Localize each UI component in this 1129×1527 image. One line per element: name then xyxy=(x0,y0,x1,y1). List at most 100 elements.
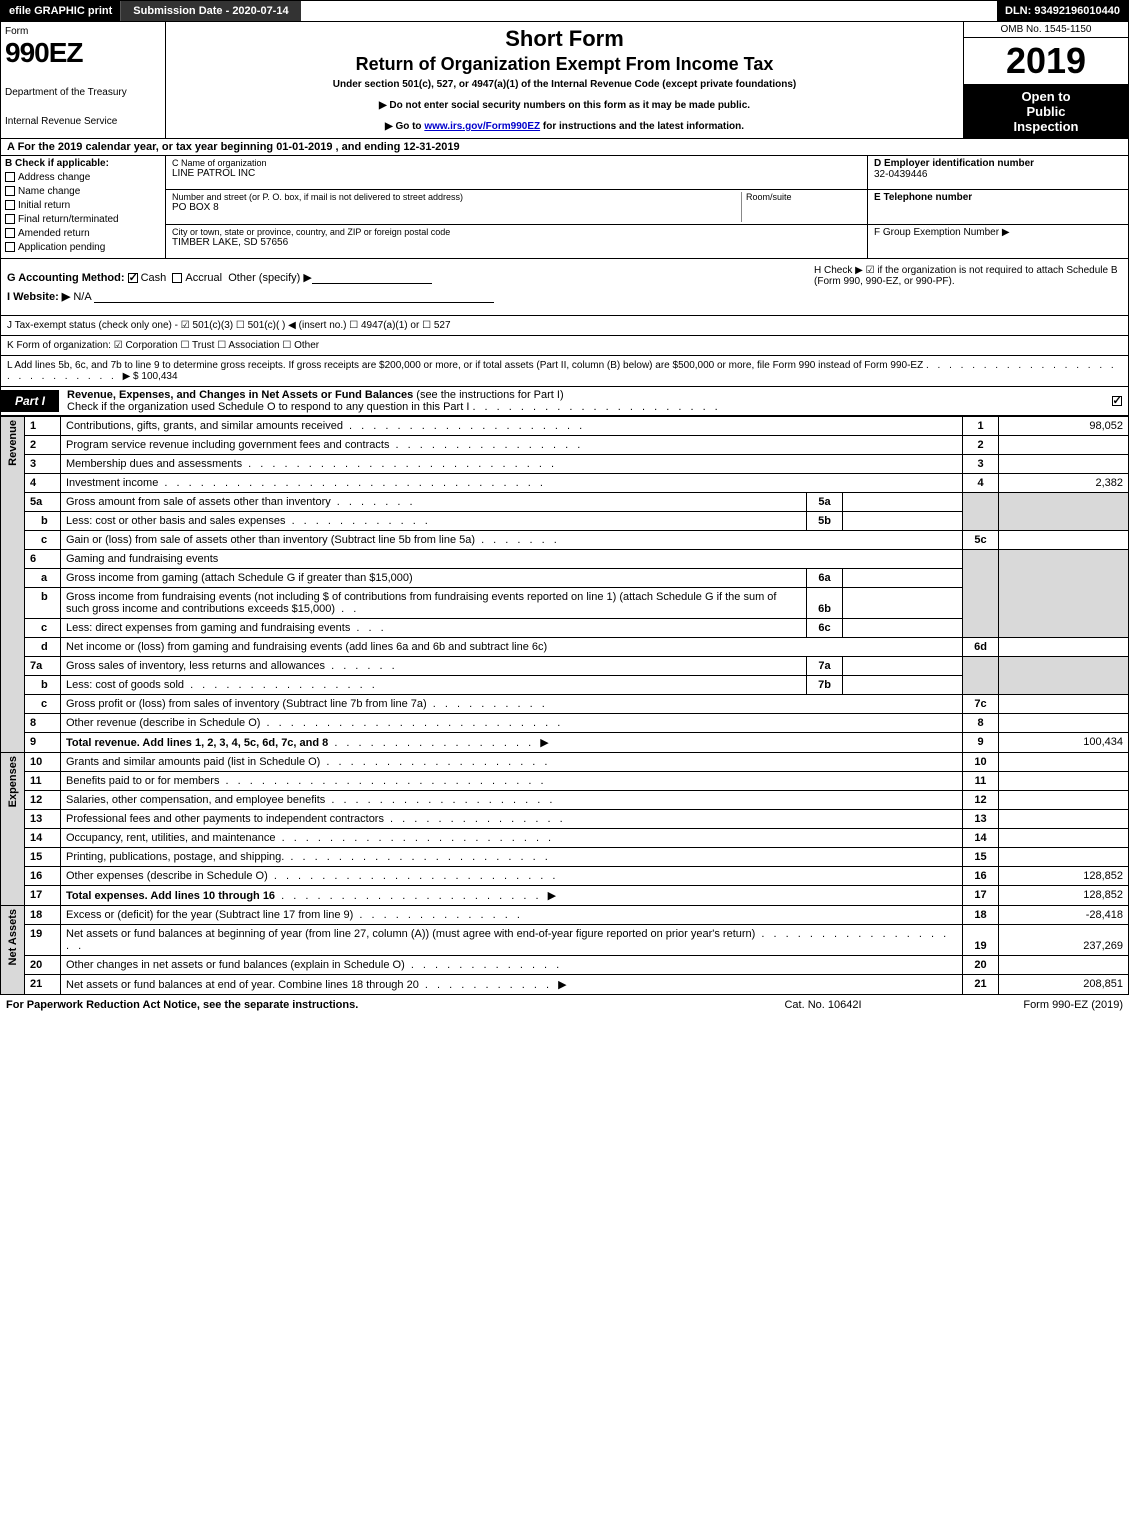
rn-20: 20 xyxy=(963,956,999,975)
mn-6a: 6a xyxy=(807,569,843,588)
ln-20: 20 xyxy=(25,956,61,975)
ln-14: 14 xyxy=(25,829,61,848)
desc-19: Net assets or fund balances at beginning… xyxy=(66,928,755,940)
desc-20: Other changes in net assets or fund bala… xyxy=(66,959,405,971)
rv-4: 2,382 xyxy=(999,474,1129,493)
room-suite-label: Room/suite xyxy=(741,192,861,221)
addr-label: Number and street (or P. O. box, if mail… xyxy=(172,192,741,202)
cb-schedule-o[interactable] xyxy=(1112,396,1122,406)
rn-2: 2 xyxy=(963,436,999,455)
page-footer: For Paperwork Reduction Act Notice, see … xyxy=(0,995,1129,1015)
rv-7c xyxy=(999,695,1129,714)
part1-header: Part I Revenue, Expenses, and Changes in… xyxy=(0,387,1129,416)
cb-application-pending[interactable] xyxy=(5,242,15,252)
rn-1: 1 xyxy=(963,417,999,436)
city-label: City or town, state or province, country… xyxy=(172,227,861,237)
desc-7c: Gross profit or (loss) from sales of inv… xyxy=(66,698,427,710)
tax-year-range: A For the 2019 calendar year, or tax yea… xyxy=(0,139,1129,156)
desc-4: Investment income xyxy=(66,477,158,489)
opt-cash: Cash xyxy=(141,272,167,284)
desc-21: Net assets or fund balances at end of ye… xyxy=(66,979,419,991)
shade-6abc-val xyxy=(999,550,1129,638)
irs-label: Internal Revenue Service xyxy=(5,116,161,127)
desc-3: Membership dues and assessments xyxy=(66,458,242,470)
desc-7a: Gross sales of inventory, less returns a… xyxy=(66,660,325,672)
cb-address-change[interactable] xyxy=(5,172,15,182)
ln-7c: c xyxy=(25,695,61,714)
rn-9: 9 xyxy=(963,733,999,753)
rv-14 xyxy=(999,829,1129,848)
ssn-warning: ▶ Do not enter social security numbers o… xyxy=(174,100,955,111)
inspect-line1: Open to xyxy=(966,89,1126,104)
arrow-21: ▶ xyxy=(558,979,566,991)
ln-6: 6 xyxy=(25,550,61,569)
rn-12: 12 xyxy=(963,791,999,810)
mn-5b: 5b xyxy=(807,512,843,531)
title-return: Return of Organization Exempt From Incom… xyxy=(174,54,955,75)
cb-final-return[interactable] xyxy=(5,214,15,224)
mv-6c xyxy=(843,619,963,638)
rv-11 xyxy=(999,772,1129,791)
desc-18: Excess or (deficit) for the year (Subtra… xyxy=(66,909,353,921)
opt-final-return: Final return/terminated xyxy=(18,214,119,225)
row-l-amount: ▶ $ 100,434 xyxy=(123,371,178,382)
part1-check-line: Check if the organization used Schedule … xyxy=(67,401,469,413)
rv-8 xyxy=(999,714,1129,733)
other-specify-input[interactable] xyxy=(312,272,432,284)
dept-treasury: Department of the Treasury xyxy=(5,87,161,98)
efile-print-label[interactable]: efile GRAPHIC print xyxy=(1,1,120,21)
opt-other: Other (specify) ▶ xyxy=(228,272,312,284)
cb-cash[interactable] xyxy=(128,273,138,283)
desc-1: Contributions, gifts, grants, and simila… xyxy=(66,420,343,432)
form-title-block: Short Form Return of Organization Exempt… xyxy=(166,22,963,138)
desc-17: Total expenses. Add lines 10 through 16 xyxy=(66,890,275,902)
ln-6c: c xyxy=(25,619,61,638)
dln-label: DLN: 93492196010440 xyxy=(997,1,1128,21)
ein-label: D Employer identification number xyxy=(874,158,1122,169)
desc-6a: Gross income from gaming (attach Schedul… xyxy=(66,572,413,584)
ln-21: 21 xyxy=(25,975,61,995)
form-ref: Form 990-EZ (2019) xyxy=(923,999,1123,1011)
goto-pre: ▶ Go to xyxy=(385,121,424,132)
rn-17: 17 xyxy=(963,886,999,906)
part1-title-text: Revenue, Expenses, and Changes in Net As… xyxy=(67,389,416,401)
irs-link[interactable]: www.irs.gov/Form990EZ xyxy=(424,121,540,132)
ln-8: 8 xyxy=(25,714,61,733)
g-label: G Accounting Method: xyxy=(7,272,125,284)
desc-9: Total revenue. Add lines 1, 2, 3, 4, 5c,… xyxy=(66,737,328,749)
rv-2 xyxy=(999,436,1129,455)
mn-7b: 7b xyxy=(807,676,843,695)
group-exemption-label: F Group Exemption Number ▶ xyxy=(874,227,1122,238)
ln-7b: b xyxy=(25,676,61,695)
mn-5a: 5a xyxy=(807,493,843,512)
row-j: J Tax-exempt status (check only one) - ☑… xyxy=(0,316,1129,336)
ln-6d: d xyxy=(25,638,61,657)
desc-6c: Less: direct expenses from gaming and fu… xyxy=(66,622,350,634)
row-l-text: L Add lines 5b, 6c, and 7b to line 9 to … xyxy=(7,360,923,371)
desc-10: Grants and similar amounts paid (list in… xyxy=(66,756,320,768)
cb-initial-return[interactable] xyxy=(5,200,15,210)
website-value: N/A xyxy=(73,291,91,303)
shade-5ab-val xyxy=(999,493,1129,531)
org-name: LINE PATROL INC xyxy=(172,168,861,179)
mn-7a: 7a xyxy=(807,657,843,676)
rv-6d xyxy=(999,638,1129,657)
rn-6d: 6d xyxy=(963,638,999,657)
shade-7ab xyxy=(963,657,999,695)
inspect-line2: Public xyxy=(966,104,1126,119)
rn-13: 13 xyxy=(963,810,999,829)
rv-21: 208,851 xyxy=(999,975,1129,995)
ln-19: 19 xyxy=(25,925,61,956)
ln-13: 13 xyxy=(25,810,61,829)
rn-18: 18 xyxy=(963,906,999,925)
mv-6b xyxy=(843,588,963,619)
rn-16: 16 xyxy=(963,867,999,886)
header-right-block: OMB No. 1545-1150 2019 Open to Public In… xyxy=(963,22,1128,138)
ln-7a: 7a xyxy=(25,657,61,676)
top-bar: efile GRAPHIC print Submission Date - 20… xyxy=(0,0,1129,22)
cb-accrual[interactable] xyxy=(172,273,182,283)
cb-amended-return[interactable] xyxy=(5,228,15,238)
revenue-sidelabel: Revenue xyxy=(1,417,25,753)
cb-name-change[interactable] xyxy=(5,186,15,196)
opt-address-change: Address change xyxy=(18,172,90,183)
